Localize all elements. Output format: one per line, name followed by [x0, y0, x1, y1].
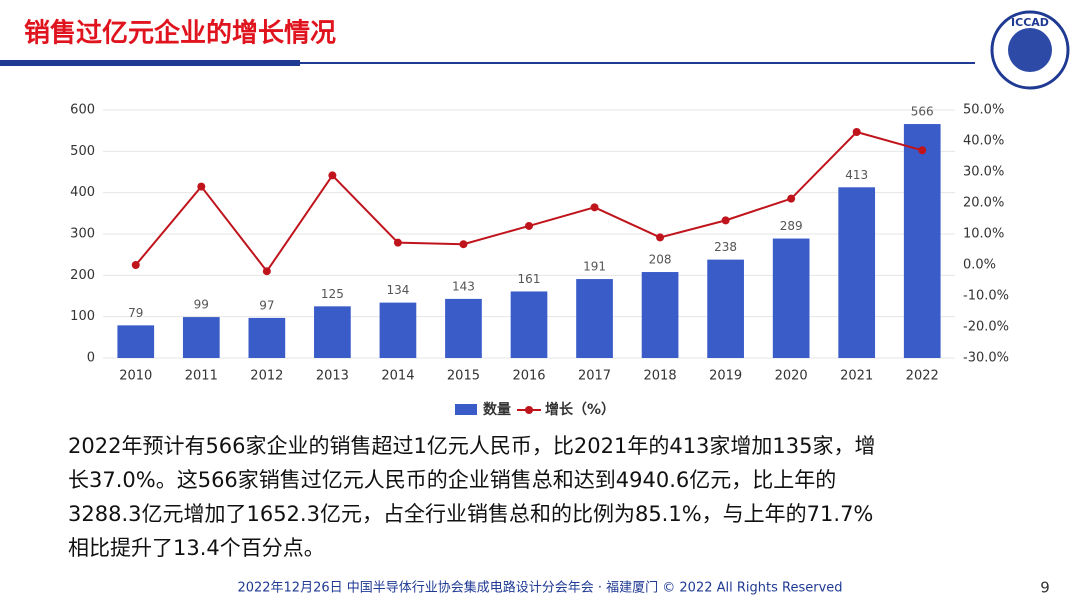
data-label: 413 [845, 168, 868, 182]
y-tick-label: 300 [70, 227, 95, 242]
line-marker [918, 146, 927, 155]
logo-core [1008, 28, 1052, 72]
line-marker [197, 182, 206, 191]
y2-tick-label: -30.0% [963, 351, 1009, 366]
body-line: 3288.3亿元增加了1652.3亿元，占全行业销售总和的比例为85.1%，与上… [68, 502, 873, 526]
x-tick-label: 2015 [447, 369, 480, 384]
body-line: 2022年预计有566家企业的销售超过1亿元人民币，比2021年的413家增加1… [68, 434, 876, 458]
footer-text: 2022年12月26日 中国半导体行业协会集成电路设计分会年会 · 福建厦门 ©… [237, 580, 842, 596]
line-marker [721, 216, 730, 225]
line-marker [590, 203, 599, 212]
bar [445, 298, 482, 358]
bar [707, 259, 744, 358]
legend-label: 增长（%） [545, 401, 615, 418]
y2-tick-label: -20.0% [963, 320, 1009, 335]
data-label: 134 [386, 283, 409, 297]
line-marker [262, 267, 271, 276]
logo-text: ICCAD [1011, 16, 1049, 29]
x-tick-label: 2010 [119, 369, 152, 384]
line-marker [525, 221, 533, 230]
data-label: 238 [714, 240, 737, 254]
x-tick-label: 2021 [840, 369, 873, 384]
y-tick-label: 200 [70, 268, 95, 283]
data-label: 566 [911, 105, 934, 119]
line-marker [131, 261, 140, 269]
line-marker [656, 233, 665, 242]
x-tick-label: 2020 [775, 369, 808, 384]
legend-label: 数量 [483, 401, 511, 418]
bar [903, 124, 941, 358]
data-label: 125 [321, 287, 344, 301]
x-tick-label: 2013 [316, 369, 349, 384]
data-label: 143 [452, 279, 475, 293]
line-marker [459, 240, 468, 249]
y-tick-label: 600 [70, 103, 95, 118]
bar [248, 317, 286, 358]
bar [117, 325, 155, 358]
slide-title: 销售过亿元企业的增长情况 [24, 18, 336, 49]
legend-swatch [455, 404, 477, 415]
data-label: 99 [194, 298, 209, 312]
y-tick-label: 500 [70, 144, 95, 159]
data-label: 161 [518, 272, 541, 286]
bar [772, 238, 810, 358]
body-line: 长37.0%。这566家销售过亿元人民币的企业销售总和达到4940.6亿元，比上… [68, 468, 836, 492]
x-tick-label: 2011 [185, 369, 218, 384]
data-label: 289 [780, 219, 803, 233]
data-label: 208 [649, 253, 672, 267]
x-tick-label: 2012 [250, 369, 283, 384]
bar [576, 279, 613, 358]
title-bar [0, 60, 300, 66]
x-tick-label: 2016 [512, 369, 545, 384]
line-marker [852, 128, 861, 137]
y2-tick-label: 50.0% [963, 103, 1004, 118]
line-marker [393, 238, 402, 247]
x-tick-label: 2018 [644, 369, 677, 384]
y2-tick-label: 40.0% [963, 134, 1004, 149]
x-tick-label: 2017 [578, 369, 611, 384]
y2-tick-label: 0.0% [963, 258, 996, 273]
x-tick-label: 2019 [709, 369, 742, 384]
y-tick-label: 0 [87, 351, 95, 366]
y2-tick-label: 10.0% [963, 227, 1004, 242]
data-label: 97 [259, 298, 274, 312]
y2-tick-label: 30.0% [963, 165, 1004, 180]
bar [838, 187, 876, 358]
bar [510, 291, 548, 358]
body-line: 相比提升了13.4个百分点。 [68, 536, 325, 560]
bar [641, 272, 679, 358]
y2-tick-label: -10.0% [963, 289, 1009, 304]
data-label: 79 [128, 306, 143, 320]
bar [314, 306, 351, 358]
bar [182, 317, 220, 358]
page-number: 9 [1040, 579, 1050, 597]
line-marker [787, 194, 796, 203]
legend-swatch [525, 406, 533, 414]
bar [379, 302, 417, 358]
line-marker [328, 171, 337, 180]
x-tick-label: 2022 [906, 369, 939, 384]
y2-tick-label: 20.0% [963, 196, 1004, 211]
x-tick-label: 2014 [381, 369, 414, 384]
y-tick-label: 400 [70, 185, 95, 200]
y-tick-label: 100 [70, 309, 95, 324]
data-label: 191 [583, 260, 606, 274]
